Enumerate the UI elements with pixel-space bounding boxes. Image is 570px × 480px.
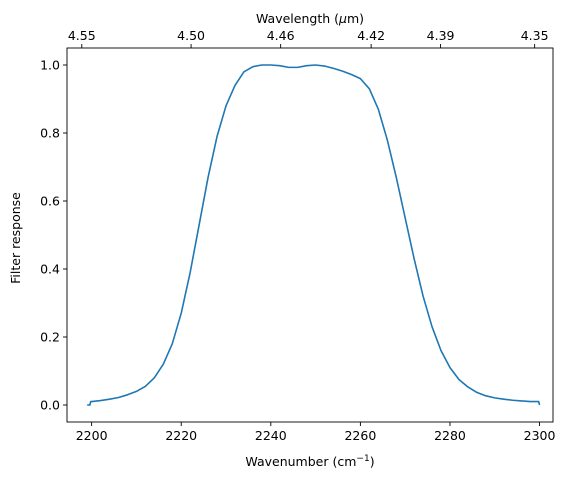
top-tick-label-2: 4.46 (267, 28, 295, 43)
y-tick-label-4: 0.8 (40, 126, 60, 141)
axes-layer: 2200 2220 2240 2260 2280 2300 0.0 0.2 0.4 0.6 0.8 1… (40, 28, 555, 443)
series-line-0 (87, 64, 541, 406)
x-axis-title-sup: −1 (356, 454, 369, 464)
x-tick-label-2: 2240 (255, 428, 287, 443)
x-tick-label-5: 2300 (524, 428, 556, 443)
x-axis-title: Wavenumber (cm−1) (245, 454, 374, 469)
x-tick-label-1: 2220 (165, 428, 197, 443)
top-tick-label-4: 4.39 (427, 28, 455, 43)
y-tick-label-1: 0.2 (40, 330, 60, 345)
y-tick-label-0: 0.0 (40, 398, 60, 413)
top-tick-label-0: 4.55 (68, 28, 96, 43)
y-tick-label-5: 1.0 (40, 58, 60, 73)
x-tick-label-3: 2260 (344, 428, 376, 443)
top-tick-label-3: 4.42 (357, 28, 385, 43)
top-axis-title-suffix: m) (347, 11, 364, 26)
top-tick-label-1: 4.50 (177, 28, 205, 43)
top-axis-title-mu: μ (338, 11, 347, 26)
x-tick-label-0: 2200 (76, 428, 108, 443)
y-tick-label-3: 0.6 (40, 194, 60, 209)
y-axis-title: Filter response (8, 192, 23, 284)
plot-layer (87, 64, 541, 406)
top-axis-title: Wavelength (μm) (256, 11, 364, 26)
top-tick-label-5: 4.35 (521, 28, 549, 43)
y-tick-label-2: 0.4 (40, 262, 60, 277)
plot-frame (66, 47, 554, 423)
x-axis-title-suffix: ) (370, 454, 375, 469)
x-tick-label-4: 2280 (434, 428, 466, 443)
